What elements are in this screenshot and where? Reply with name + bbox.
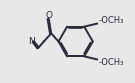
Text: -OCH₃: -OCH₃: [98, 58, 124, 67]
Text: -OCH₃: -OCH₃: [98, 16, 124, 25]
Text: N: N: [28, 37, 35, 46]
Text: O: O: [45, 11, 52, 20]
